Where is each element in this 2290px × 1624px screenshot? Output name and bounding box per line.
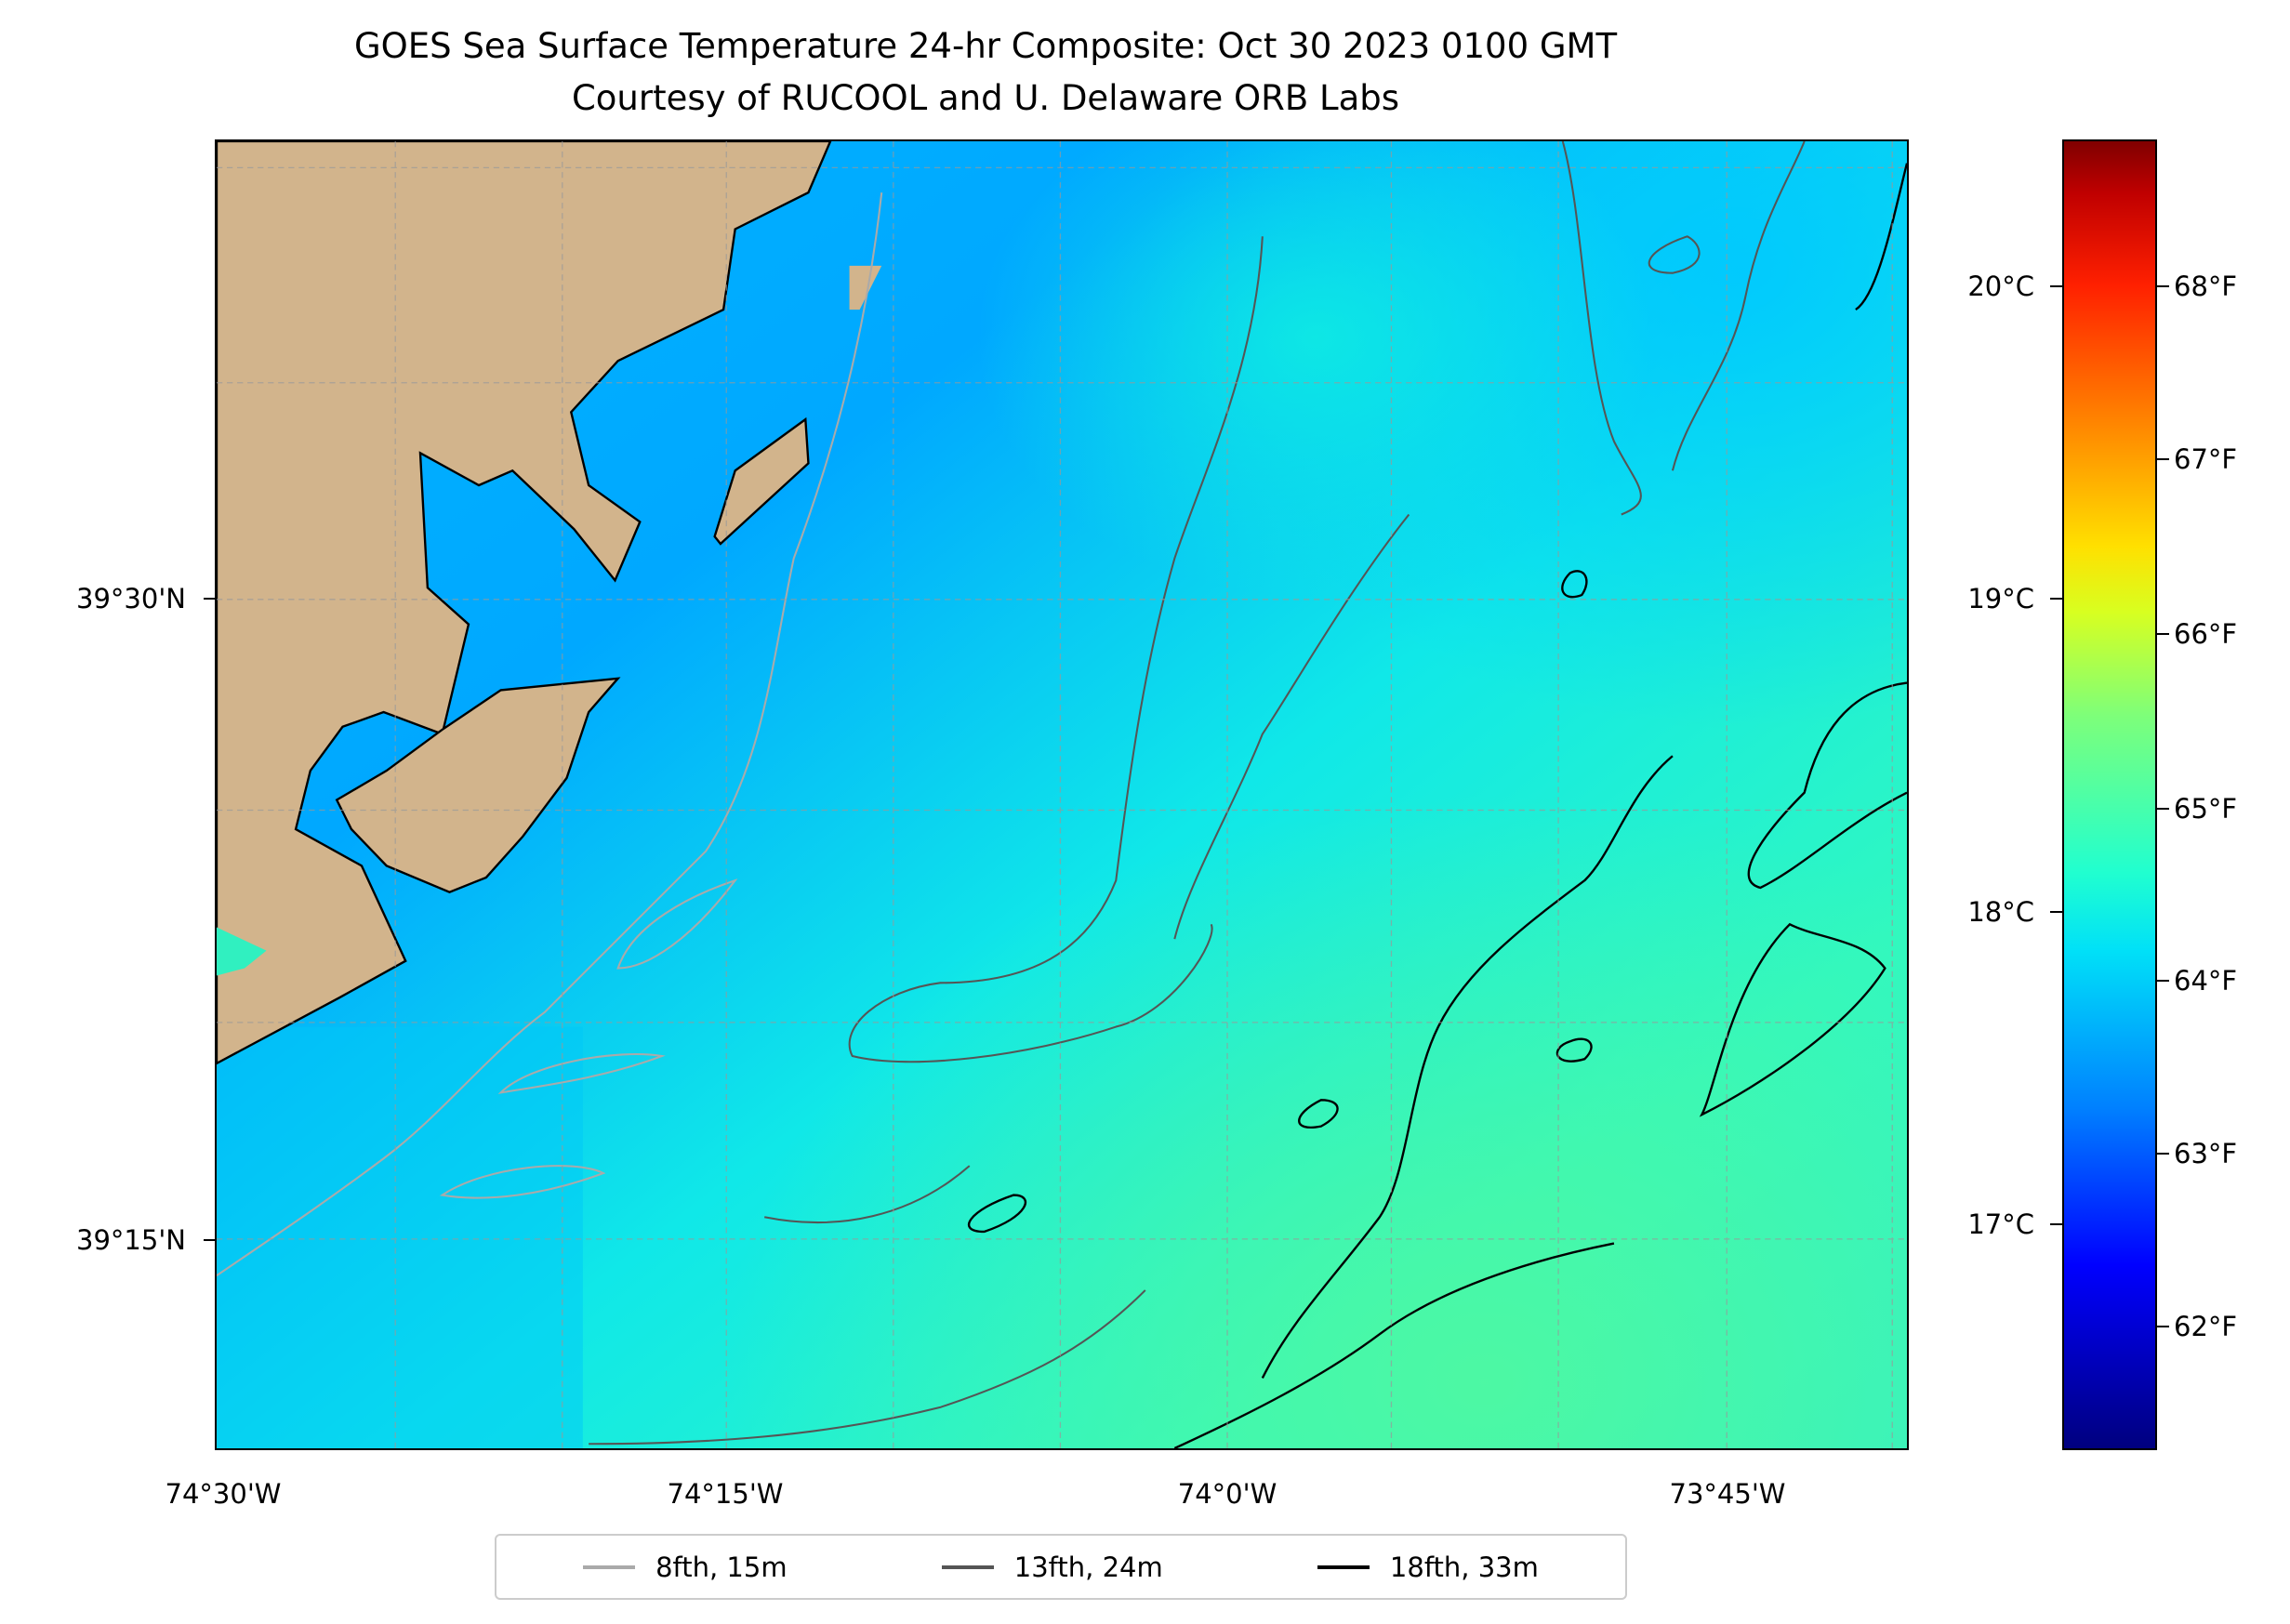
lat-tick <box>204 1239 215 1241</box>
fahrenheit-tick-label: 66°F <box>2174 618 2238 650</box>
legend: 8fth, 15m 13fth, 24m 18fth, 33m <box>495 1534 1627 1600</box>
lat-tick <box>204 598 215 600</box>
fahrenheit-tick-label: 62°F <box>2174 1311 2238 1342</box>
barrier-island <box>335 677 621 893</box>
lon-tick-label: 74°30'W <box>165 1478 282 1510</box>
legend-item-18fth: 18fth, 33m <box>1317 1551 1539 1583</box>
lon-tick-label: 73°45'W <box>1669 1478 1786 1510</box>
lon-tick-label: 74°15'W <box>667 1478 784 1510</box>
contour-13fth <box>589 141 1806 1446</box>
gridlines <box>217 141 1907 1448</box>
legend-label: 18fth, 33m <box>1389 1551 1539 1583</box>
contour-8fth <box>217 191 883 1277</box>
chart-title: GOES Sea Surface Temperature 24-hr Compo… <box>353 26 1618 66</box>
legend-line-swatch <box>941 1565 994 1569</box>
fahrenheit-tick-label: 63°F <box>2174 1138 2238 1169</box>
lon-tick-label: 74°0'W <box>1177 1478 1277 1510</box>
celsius-tick-label: 20°C <box>1967 271 2034 302</box>
chart-subtitle: Courtesy of RUCOOL and U. Delaware ORB L… <box>571 78 1400 118</box>
legend-line-swatch <box>583 1565 636 1569</box>
legend-label: 8fth, 15m <box>655 1551 788 1583</box>
fahrenheit-tick-label: 67°F <box>2174 443 2238 475</box>
legend-label: 13fth, 24m <box>1013 1551 1163 1583</box>
celsius-tick-label: 19°C <box>1967 583 2034 614</box>
legend-item-8fth: 8fth, 15m <box>583 1551 788 1583</box>
celsius-tick-label: 18°C <box>1967 896 2034 928</box>
colorbar <box>2062 139 2157 1450</box>
sst-map <box>215 139 1909 1450</box>
legend-item-13fth: 13fth, 24m <box>941 1551 1163 1583</box>
fahrenheit-tick-label: 65°F <box>2174 793 2238 825</box>
contour-18fth <box>967 163 1907 1448</box>
fahrenheit-tick-label: 64°F <box>2174 965 2238 997</box>
lat-tick-label: 39°30'N <box>76 583 186 614</box>
legend-line-swatch <box>1317 1565 1370 1569</box>
land <box>217 141 832 1065</box>
celsius-tick-label: 17°C <box>1967 1208 2034 1240</box>
fahrenheit-tick-label: 68°F <box>2174 271 2238 302</box>
lat-tick-label: 39°15'N <box>76 1224 186 1256</box>
